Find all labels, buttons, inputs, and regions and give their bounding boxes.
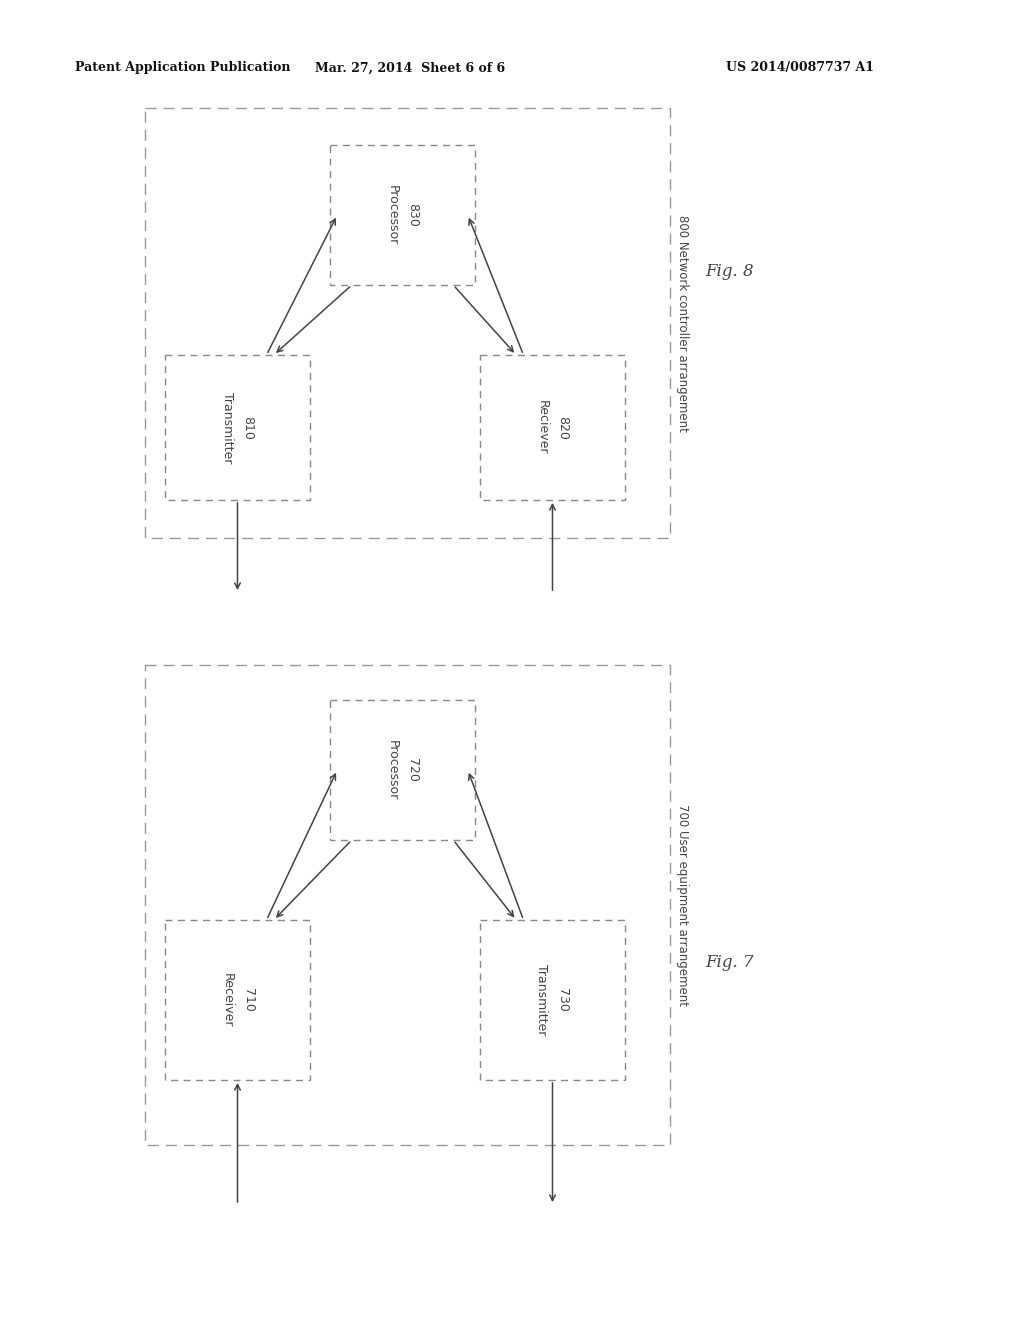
Bar [480,355,625,500]
Bar [165,355,310,500]
Text: 800 Network controller arrangement: 800 Network controller arrangement [676,215,688,432]
Bar [145,108,670,539]
Text: 700 User equipment arrangement: 700 User equipment arrangement [676,804,688,1006]
Text: 730
Transmitter: 730 Transmitter [536,965,569,1036]
Text: 720
Processor: 720 Processor [385,741,420,800]
Text: 710
Receiver: 710 Receiver [220,973,255,1027]
Text: Fig. 7: Fig. 7 [706,954,755,972]
Text: 820
Reciever: 820 Reciever [536,400,569,455]
Text: 830
Processor: 830 Processor [385,185,420,246]
Bar [165,920,310,1080]
Text: US 2014/0087737 A1: US 2014/0087737 A1 [726,62,874,74]
Bar [145,665,670,1144]
Bar [330,700,475,840]
Text: 810
Transmitter: 810 Transmitter [220,392,255,463]
Text: Patent Application Publication: Patent Application Publication [75,62,291,74]
Bar [480,920,625,1080]
Bar [330,145,475,285]
Text: Mar. 27, 2014  Sheet 6 of 6: Mar. 27, 2014 Sheet 6 of 6 [315,62,505,74]
Text: Fig. 8: Fig. 8 [706,263,755,280]
